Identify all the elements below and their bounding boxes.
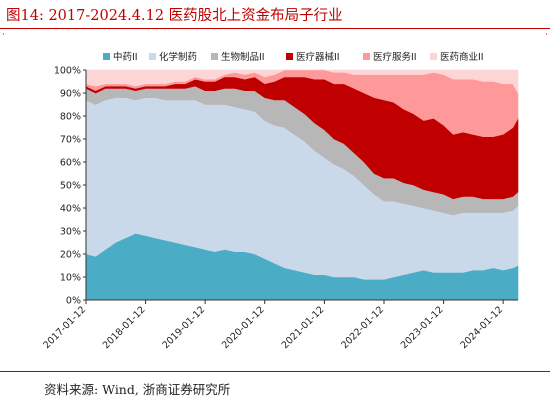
y-tick-label: 30% [60,227,81,238]
x-tick-label: 2017-01-12 [41,304,88,351]
x-tick-label: 2021-01-12 [280,304,327,351]
legend-swatch [430,53,437,60]
x-tick-label: 2018-01-12 [101,304,148,351]
y-tick-label: 50% [60,181,81,192]
legend-label: 中药II [113,51,138,63]
y-tick-label: 0% [66,296,81,307]
legend-label: 医疗服务II [373,51,417,63]
x-tick-label: 2024-01-12 [458,304,505,351]
x-tick-label: 2022-01-12 [339,304,386,351]
source-note: 资料来源: Wind, 浙商证券研究所 [44,382,231,397]
y-tick-label: 80% [60,112,81,123]
corner-mark-left: · [2,30,5,40]
chart-title: 图14: 2017-2024.4.12 医药股北上资金布局子行业 [6,8,343,24]
y-tick-label: 40% [60,204,81,215]
y-tick-label: 10% [60,273,81,284]
legend-swatch [211,53,218,60]
y-tick-label: 60% [60,158,81,169]
legend-swatch [103,53,110,60]
legend-swatch [363,53,370,60]
y-tick-label: 90% [60,89,81,100]
x-tick-label: 2023-01-12 [399,304,446,351]
x-tick-label: 2019-01-12 [160,304,207,351]
legend-swatch [149,53,156,60]
legend-label: 生物制品II [221,51,265,63]
legend-swatch [286,53,293,60]
legend: 中药II 化学制药 生物制品II 医疗器械II 医疗服务II 医药商业II [103,51,484,63]
area-series-5 [85,69,519,95]
legend-label: 医药商业II [440,51,484,63]
legend-label: 医疗器械II [296,51,340,63]
legend-label: 化学制药 [159,51,197,63]
plot-areas [85,69,519,301]
corner-mark-right: · [545,30,548,40]
y-tick-label: 20% [60,250,81,261]
y-tick-label: 100% [54,66,81,77]
title-divider [0,28,550,29]
source-divider [0,371,550,372]
x-tick-label: 2020-01-12 [220,304,267,351]
y-tick-label: 70% [60,135,81,146]
